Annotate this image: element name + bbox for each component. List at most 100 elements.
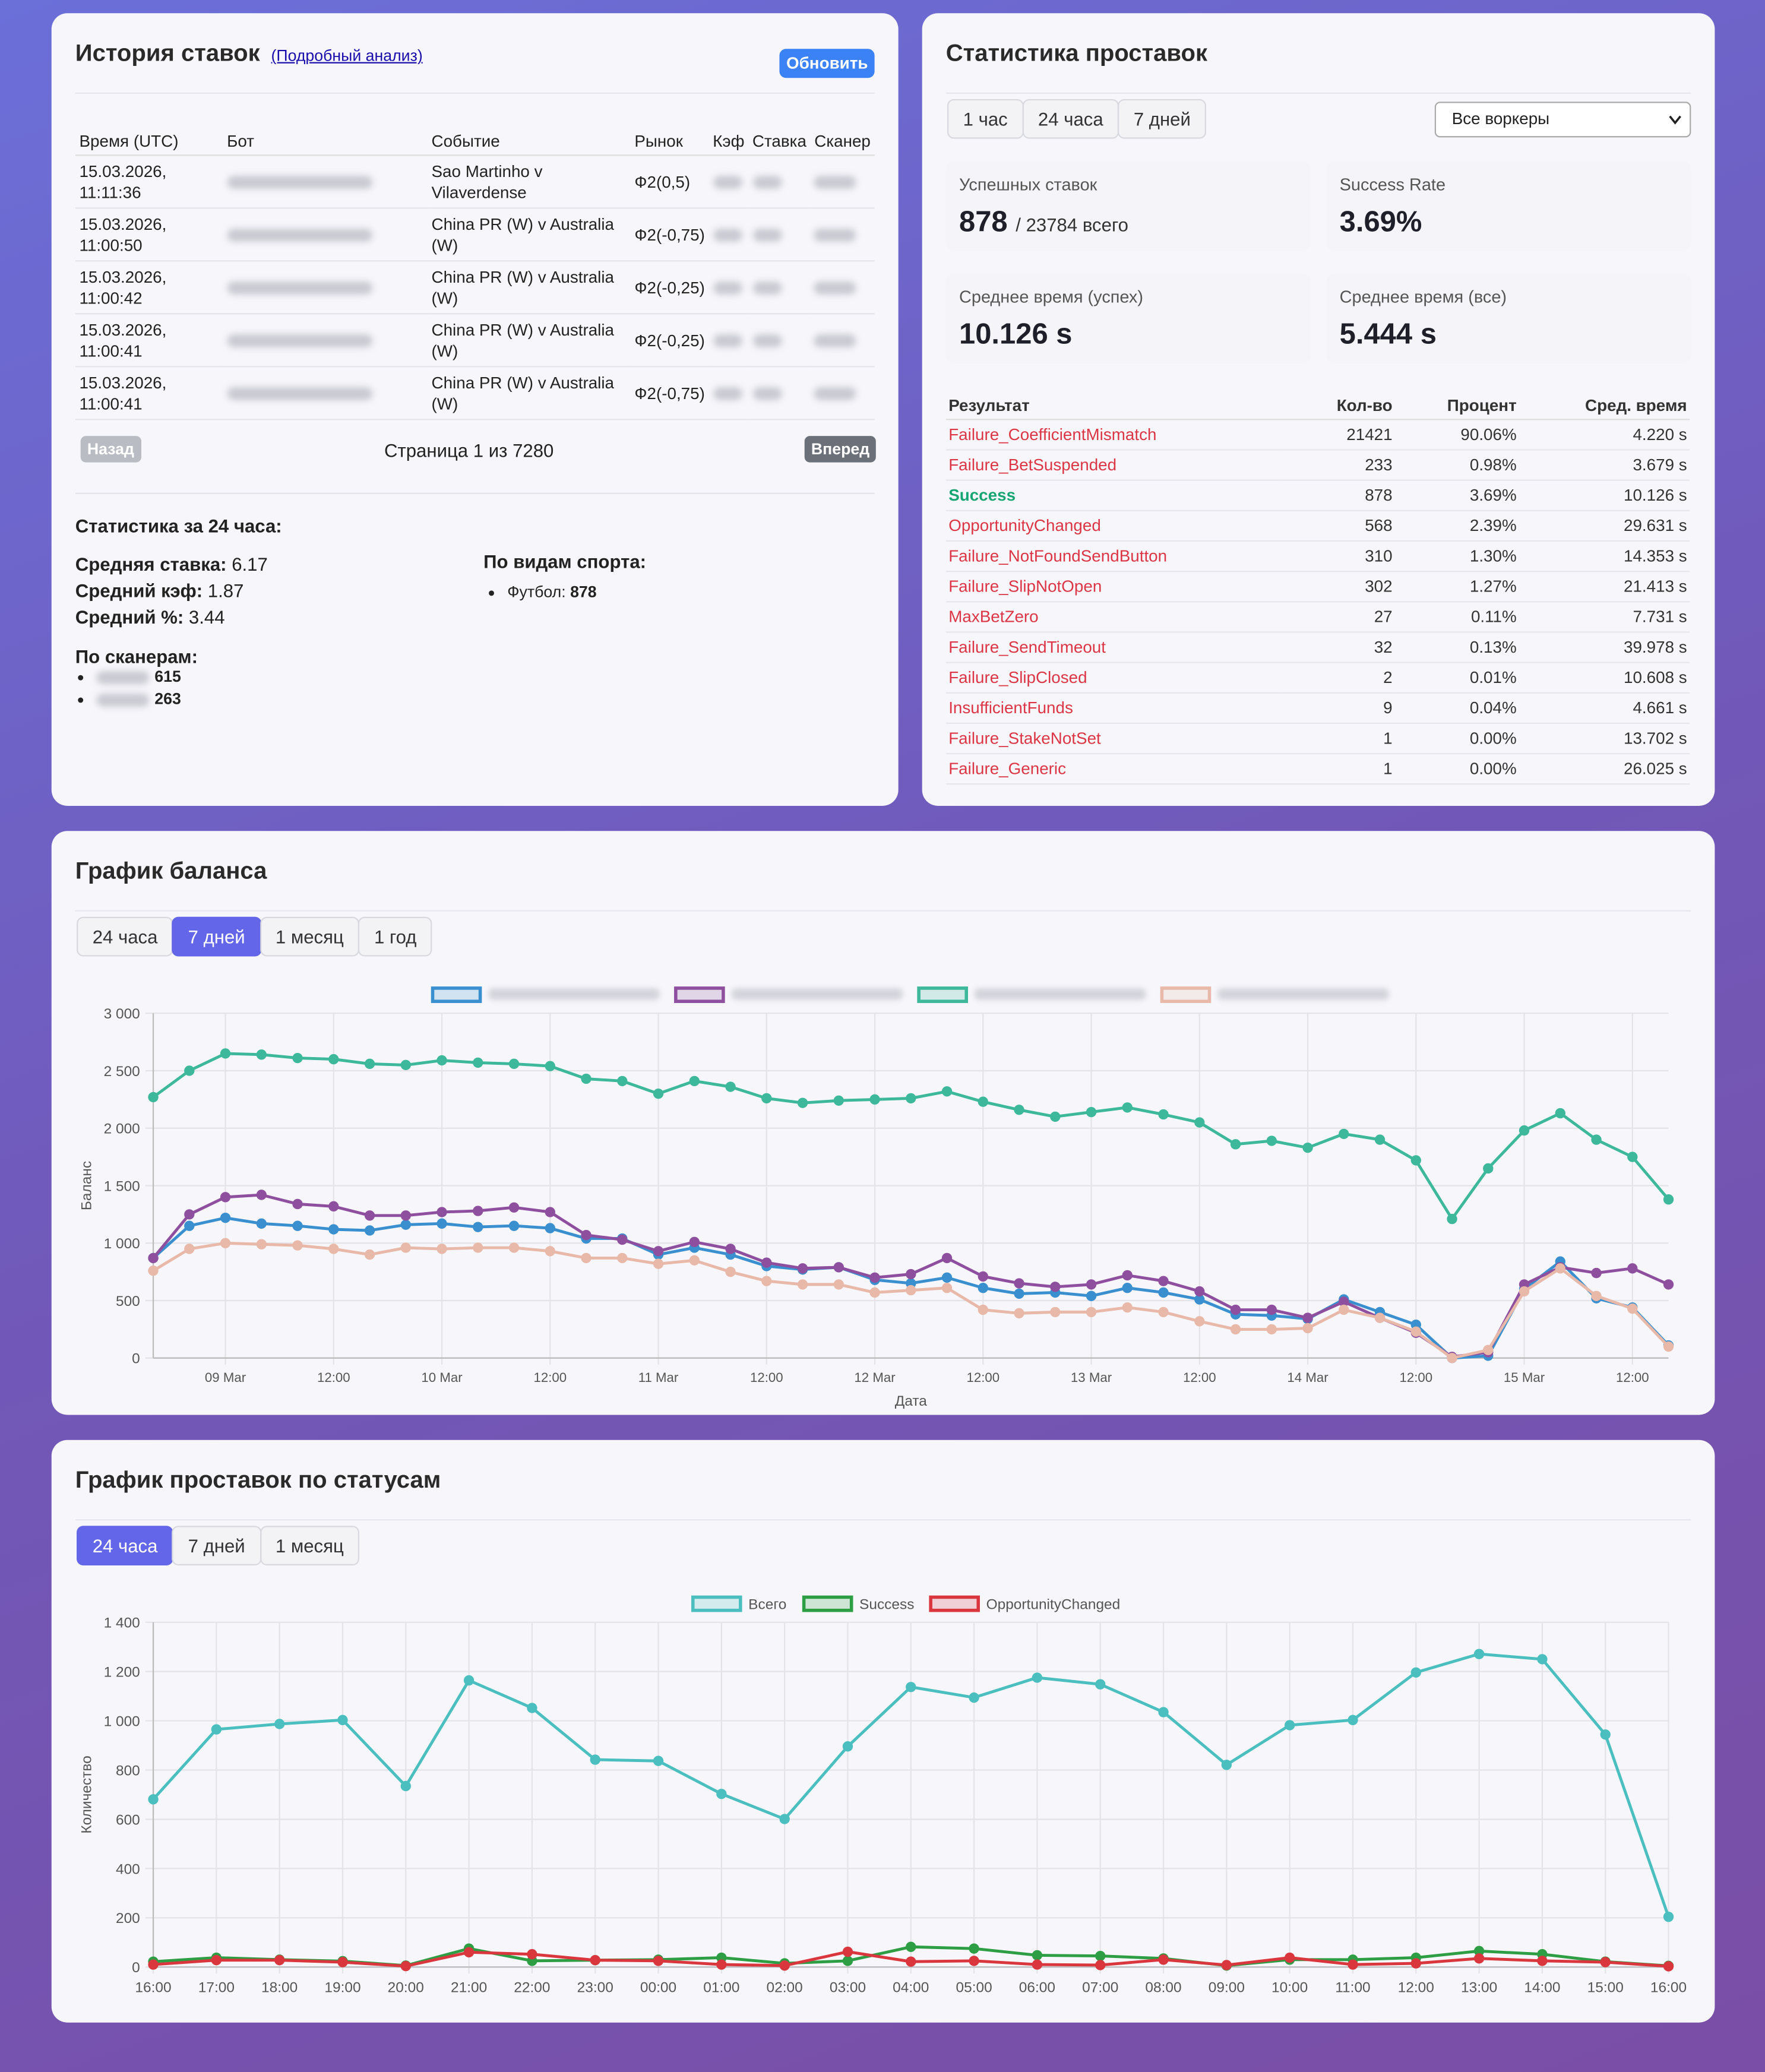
x-tick-label: 13:00 xyxy=(1461,1980,1497,1996)
result-row: Failure_BetSuspended 233 0.98% 3.679 s xyxy=(945,450,1690,481)
data-point xyxy=(184,1220,195,1231)
data-point xyxy=(1302,1323,1313,1334)
x-tick-label: 10:00 xyxy=(1271,1980,1308,1996)
sport-item: Футбол: 878 xyxy=(507,581,596,604)
prev-button[interactable]: Назад xyxy=(80,436,141,463)
blurred-text xyxy=(96,693,150,707)
result-percent: 3.69% xyxy=(1395,480,1520,511)
data-point xyxy=(1473,1953,1485,1964)
period-button[interactable]: 1 год xyxy=(358,916,433,957)
value: 3.44 xyxy=(188,606,225,628)
period-button[interactable]: 24 часа xyxy=(77,1526,174,1566)
result-percent: 0.98% xyxy=(1395,450,1520,481)
x-tick-label: 12 Mar xyxy=(854,1370,896,1385)
data-point xyxy=(1158,1109,1169,1120)
data-point xyxy=(256,1049,267,1060)
coef-cell xyxy=(708,261,749,315)
data-point xyxy=(1591,1134,1602,1145)
legend-label-blurred xyxy=(1217,988,1390,1000)
legend-swatch xyxy=(674,986,725,1003)
period-button[interactable]: 1 месяц xyxy=(260,1526,360,1566)
stats24-title: Статистика за 24 часа: xyxy=(75,515,282,537)
label: Средний кэф: xyxy=(75,580,203,602)
legend-swatch xyxy=(431,986,482,1003)
balance-panel: График баланса 24 часа 7 дней 1 месяц 1 год… xyxy=(51,831,1715,1415)
blurred-text xyxy=(713,176,742,189)
period-button[interactable]: 1 месяц xyxy=(260,916,360,957)
data-point xyxy=(364,1210,375,1221)
legend-swatch xyxy=(929,1595,980,1612)
data-point xyxy=(1086,1106,1097,1118)
worker-select[interactable]: Все воркеры xyxy=(1434,102,1691,138)
data-point xyxy=(617,1075,628,1087)
history-row: 15.03.2026, 11:11:36 Sao Martinho v Vilav… xyxy=(75,155,875,209)
data-point xyxy=(220,1048,231,1059)
data-point xyxy=(941,1252,953,1264)
x-tick-label: 09 Mar xyxy=(205,1370,246,1385)
x-tick-label: 06:00 xyxy=(1019,1980,1055,1996)
result-time: 4.661 s xyxy=(1519,692,1690,725)
data-point xyxy=(761,1276,772,1286)
period-button[interactable]: 7 дней xyxy=(1118,99,1207,139)
next-button[interactable]: Вперед xyxy=(804,436,877,463)
result-percent: 0.00% xyxy=(1395,723,1520,755)
data-point xyxy=(328,1244,339,1254)
data-point xyxy=(337,1714,348,1726)
data-point xyxy=(364,1058,375,1070)
data-point xyxy=(1095,1679,1106,1690)
result-table: Результат Кол-во Процент Сред. время Failure… xyxy=(945,392,1690,785)
data-point xyxy=(274,1954,285,1966)
blurred-text xyxy=(713,281,742,295)
refresh-button[interactable]: Обновить xyxy=(779,49,875,78)
data-point xyxy=(941,1272,953,1283)
data-point xyxy=(292,1052,303,1064)
stake-cell xyxy=(748,155,811,209)
result-percent: 90.06% xyxy=(1395,419,1520,451)
x-tick-label: 11 Mar xyxy=(638,1370,679,1385)
data-point xyxy=(1591,1290,1602,1301)
data-point xyxy=(906,1285,916,1296)
data-point xyxy=(581,1230,592,1241)
blurred-text xyxy=(227,229,372,242)
sport-name: Футбол: xyxy=(507,583,566,602)
history-table: Время (UTC) Бот Событие Рынок Кэф Ставка Скане… xyxy=(75,128,875,420)
data-point xyxy=(1032,1672,1043,1683)
data-point xyxy=(1158,1276,1169,1286)
data-point xyxy=(1410,1667,1421,1678)
data-point xyxy=(1410,1326,1421,1337)
data-point xyxy=(1600,1957,1611,1967)
result-percent: 1.30% xyxy=(1395,540,1520,572)
data-point xyxy=(797,1263,808,1274)
x-tick-label: 08:00 xyxy=(1145,1980,1181,1996)
value: 5.444 s xyxy=(1339,317,1437,350)
x-tick-label: 03:00 xyxy=(830,1980,866,1996)
result-percent: 0.04% xyxy=(1395,692,1520,725)
data-point xyxy=(211,1724,222,1735)
result-time: 3.679 s xyxy=(1519,450,1690,481)
data-point xyxy=(1095,1960,1106,1970)
data-point xyxy=(1302,1142,1313,1153)
period-button[interactable]: 1 час xyxy=(947,99,1024,139)
period-button[interactable]: 24 часа xyxy=(1022,99,1119,139)
blurred-text xyxy=(752,387,782,401)
period-button[interactable]: 24 часа xyxy=(77,916,174,957)
data-point xyxy=(1663,1341,1674,1352)
data-point xyxy=(473,1206,483,1216)
data-point xyxy=(1284,1952,1295,1963)
history-row: 15.03.2026, 11:00:42 China PR (W) v Austr… xyxy=(75,261,875,315)
y-tick-label: 1 400 xyxy=(104,1615,140,1631)
legend-item: Success xyxy=(802,1595,914,1612)
data-point xyxy=(1302,1312,1313,1323)
blurred-text xyxy=(814,176,857,189)
analysis-link[interactable]: (Подробный анализ) xyxy=(271,46,423,65)
data-point xyxy=(653,1258,664,1269)
data-point xyxy=(527,1949,537,1960)
data-point xyxy=(833,1279,844,1290)
x-tick-label: 12:00 xyxy=(1399,1370,1432,1385)
data-point xyxy=(653,1088,664,1099)
data-point xyxy=(1473,1649,1485,1659)
data-point xyxy=(1555,1263,1565,1274)
result-name: Failure_Generic xyxy=(945,754,1282,785)
data-point xyxy=(436,1218,447,1229)
period-button[interactable]: 7 дней xyxy=(172,916,261,957)
